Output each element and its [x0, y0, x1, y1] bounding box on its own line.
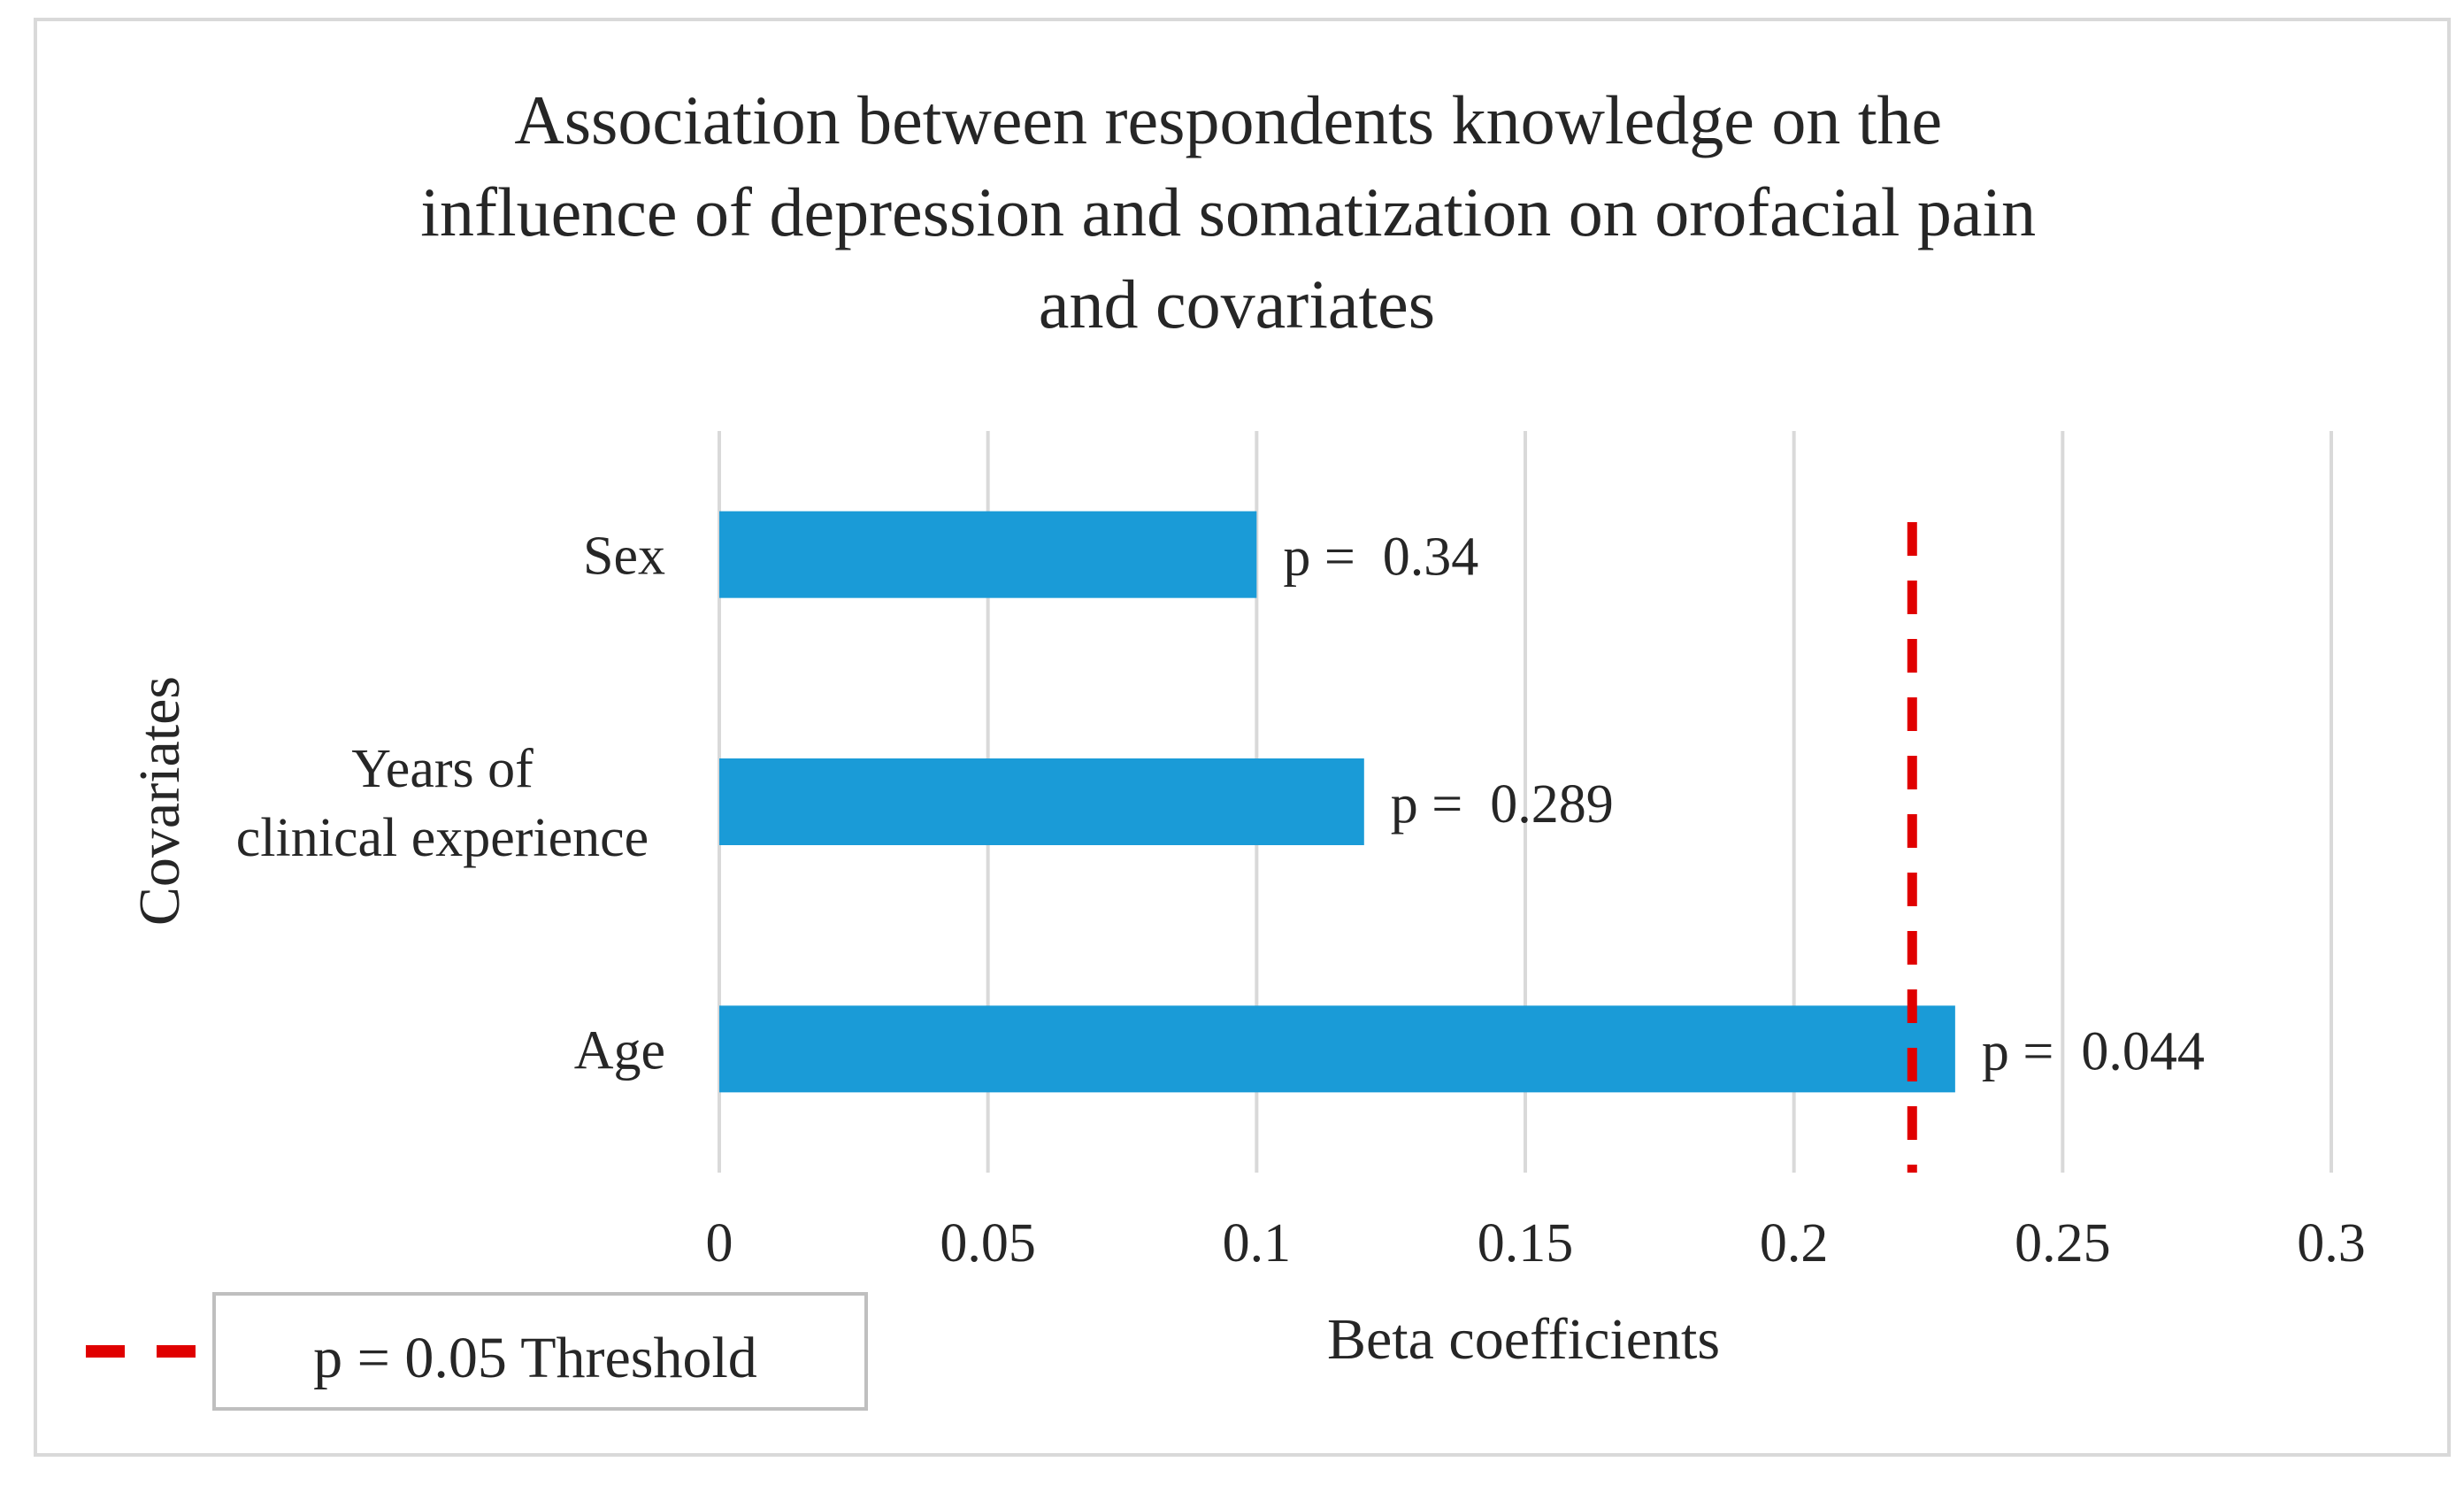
y-axis-title: Covariates: [127, 676, 192, 926]
x-tick-label: 0.05: [940, 1213, 1036, 1273]
legend: p = 0.05 Threshold: [86, 1292, 868, 1411]
data-label: p = 0.34: [1283, 527, 1478, 588]
category-labels: Sex Years of clinical experience Age: [236, 527, 665, 1081]
x-tick-label: 0.25: [2015, 1213, 2111, 1273]
x-axis-title: Beta coefficients: [1327, 1307, 1720, 1372]
category-label: Years of: [351, 739, 533, 799]
chart-title-line-3: and covariates: [1039, 265, 1435, 342]
bar: [719, 511, 1257, 598]
category-label: Sex: [583, 527, 665, 587]
chart-title-line-2: influence of depression and somatization…: [420, 173, 2036, 250]
bar: [719, 758, 1364, 845]
chart-frame: [34, 18, 2451, 1457]
data-label: p = 0.289: [1391, 774, 1614, 835]
x-tick-label: 0.15: [1478, 1213, 1574, 1273]
category-label: clinical experience: [236, 808, 649, 868]
category-label: Age: [574, 1020, 665, 1081]
data-label: p = 0.044: [1982, 1021, 2205, 1081]
x-tick-labels: 0 0.05 0.1 0.15 0.2 0.25 0.3: [706, 1213, 2366, 1273]
x-tick-label: 0.3: [2297, 1213, 2366, 1273]
bars: [719, 511, 1955, 1093]
legend-label: p = 0.05 Threshold: [313, 1326, 757, 1390]
x-tick-label: 0: [706, 1213, 733, 1273]
bar: [719, 1005, 1955, 1093]
x-tick-label: 0.2: [1760, 1213, 1829, 1273]
x-tick-label: 0.1: [1223, 1213, 1292, 1273]
data-labels: p = 0.34 p = 0.289 p = 0.044: [1283, 527, 2205, 1082]
legend-box: [212, 1292, 868, 1411]
chart-title-line-1: Association between respondents knowledg…: [514, 81, 1942, 158]
chart-title: Association between respondents knowledg…: [420, 81, 2053, 342]
